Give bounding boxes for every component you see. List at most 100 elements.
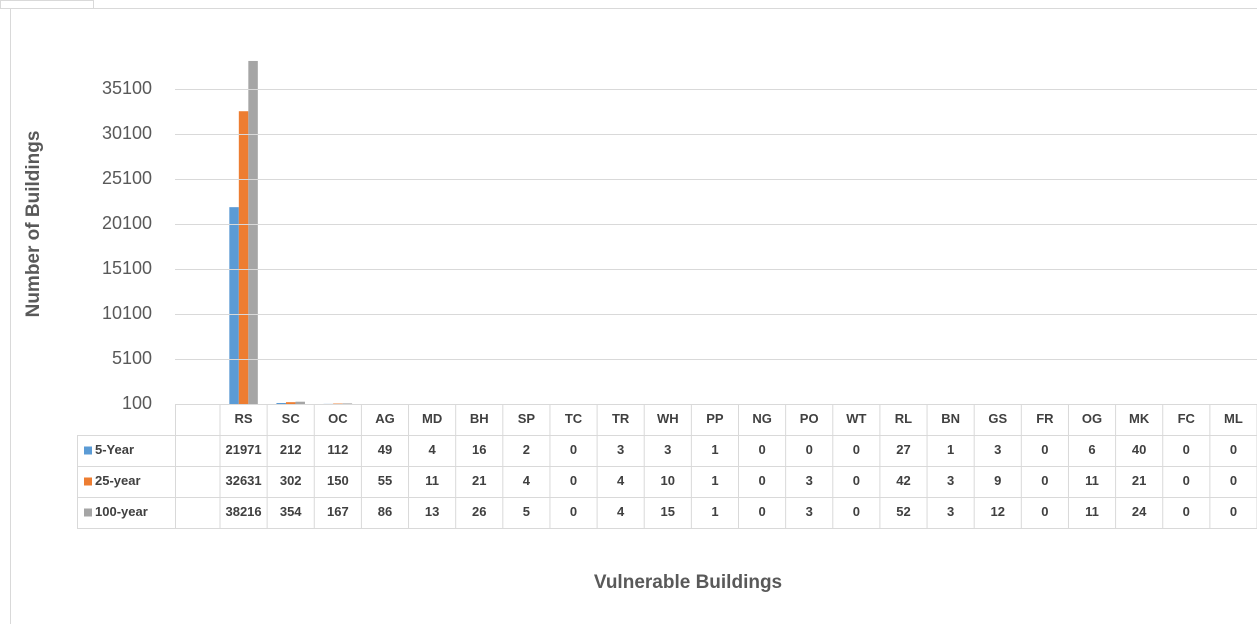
table-value: 0 xyxy=(853,504,860,519)
chart-frame xyxy=(11,9,1257,625)
legend-swatch xyxy=(84,478,92,486)
table-value: 49 xyxy=(378,442,392,457)
table-value: 1 xyxy=(711,442,718,457)
x-tick-label: MK xyxy=(1129,411,1150,426)
table-value: 3 xyxy=(806,504,813,519)
table-value: 112 xyxy=(327,442,348,457)
table-value: 354 xyxy=(280,504,302,519)
legend-swatch xyxy=(84,509,92,517)
y-tick-label: 10100 xyxy=(102,303,152,323)
table-value: 0 xyxy=(758,473,765,488)
table-value: 0 xyxy=(1041,473,1048,488)
table-value: 302 xyxy=(280,473,302,488)
table-value: 4 xyxy=(617,473,625,488)
table-value: 3 xyxy=(617,442,624,457)
x-tick-label: GS xyxy=(988,411,1007,426)
table-value: 9 xyxy=(994,473,1001,488)
x-tick-label: BH xyxy=(470,411,489,426)
table-value: 11 xyxy=(1085,473,1099,488)
y-tick-label: 35100 xyxy=(102,78,152,98)
legend-label: 100-year xyxy=(95,504,148,519)
table-value: 5 xyxy=(523,504,530,519)
table-value: 40 xyxy=(1132,442,1146,457)
x-tick-label: FC xyxy=(1178,411,1196,426)
bar xyxy=(286,402,296,404)
x-tick-label: AG xyxy=(375,411,395,426)
table-value: 0 xyxy=(1230,473,1237,488)
table-value: 4 xyxy=(428,442,436,457)
table-value: 55 xyxy=(378,473,392,488)
table-value: 0 xyxy=(853,442,860,457)
table-value: 3 xyxy=(806,473,813,488)
table-value: 21 xyxy=(472,473,486,488)
bar xyxy=(239,111,249,404)
table-value: 0 xyxy=(1183,442,1190,457)
bar xyxy=(276,403,286,404)
y-axis-title: Number of Buildings xyxy=(23,131,44,318)
corner-box xyxy=(1,1,94,9)
x-tick-label: OG xyxy=(1082,411,1102,426)
table-value: 52 xyxy=(896,504,910,519)
table-value: 212 xyxy=(280,442,302,457)
legend-label: 25-year xyxy=(95,473,141,488)
table-value: 1 xyxy=(711,504,718,519)
legend-swatch xyxy=(84,447,92,455)
y-tick-label: 25100 xyxy=(102,168,152,188)
table-value: 0 xyxy=(1230,504,1237,519)
table-value: 3 xyxy=(994,442,1001,457)
table-value: 86 xyxy=(378,504,392,519)
table-value: 0 xyxy=(570,442,577,457)
y-tick-label: 15100 xyxy=(102,258,152,278)
bar xyxy=(295,402,305,404)
table-value: 1 xyxy=(947,442,954,457)
table-value: 4 xyxy=(523,473,531,488)
table-value: 0 xyxy=(1183,504,1190,519)
x-tick-label: PP xyxy=(706,411,724,426)
x-tick-label: OC xyxy=(328,411,348,426)
table-value: 4 xyxy=(617,504,625,519)
x-tick-label: RS xyxy=(235,411,253,426)
table-value: 3 xyxy=(947,473,954,488)
x-tick-label: SC xyxy=(282,411,301,426)
table-value: 21971 xyxy=(225,442,261,457)
table-value: 150 xyxy=(327,473,349,488)
table-value: 26 xyxy=(472,504,486,519)
table-value: 3 xyxy=(664,442,671,457)
x-tick-label: SP xyxy=(518,411,536,426)
x-tick-label: TC xyxy=(565,411,583,426)
table-value: 0 xyxy=(758,504,765,519)
table-value: 6 xyxy=(1088,442,1095,457)
x-tick-label: RL xyxy=(895,411,912,426)
table-value: 2 xyxy=(523,442,530,457)
x-tick-label: PO xyxy=(800,411,819,426)
table-value: 24 xyxy=(1132,504,1147,519)
bar xyxy=(248,61,258,404)
table-value: 11 xyxy=(425,473,439,488)
y-tick-label: 20100 xyxy=(102,213,152,233)
table-value: 0 xyxy=(853,473,860,488)
x-tick-label: MD xyxy=(422,411,442,426)
x-tick-label: FR xyxy=(1036,411,1054,426)
legend-label: 5-Year xyxy=(95,442,134,457)
y-tick-label: 100 xyxy=(122,393,152,413)
x-tick-label: ML xyxy=(1224,411,1243,426)
table-value: 21 xyxy=(1132,473,1146,488)
table-value: 167 xyxy=(327,504,349,519)
table-value: 13 xyxy=(425,504,439,519)
x-tick-label: NG xyxy=(752,411,772,426)
table-value: 0 xyxy=(1183,473,1190,488)
table-value: 1 xyxy=(711,473,718,488)
table-value: 27 xyxy=(896,442,910,457)
table-value: 0 xyxy=(758,442,765,457)
table-value: 0 xyxy=(1230,442,1237,457)
table-value: 32631 xyxy=(225,473,261,488)
y-tick-label: 5100 xyxy=(112,348,152,368)
table-value: 0 xyxy=(570,473,577,488)
table-value: 12 xyxy=(991,504,1005,519)
bar xyxy=(229,207,239,404)
table-value: 10 xyxy=(661,473,675,488)
bar xyxy=(343,403,353,404)
x-tick-label: BN xyxy=(941,411,960,426)
x-axis-title: Vulnerable Buildings xyxy=(594,572,782,593)
